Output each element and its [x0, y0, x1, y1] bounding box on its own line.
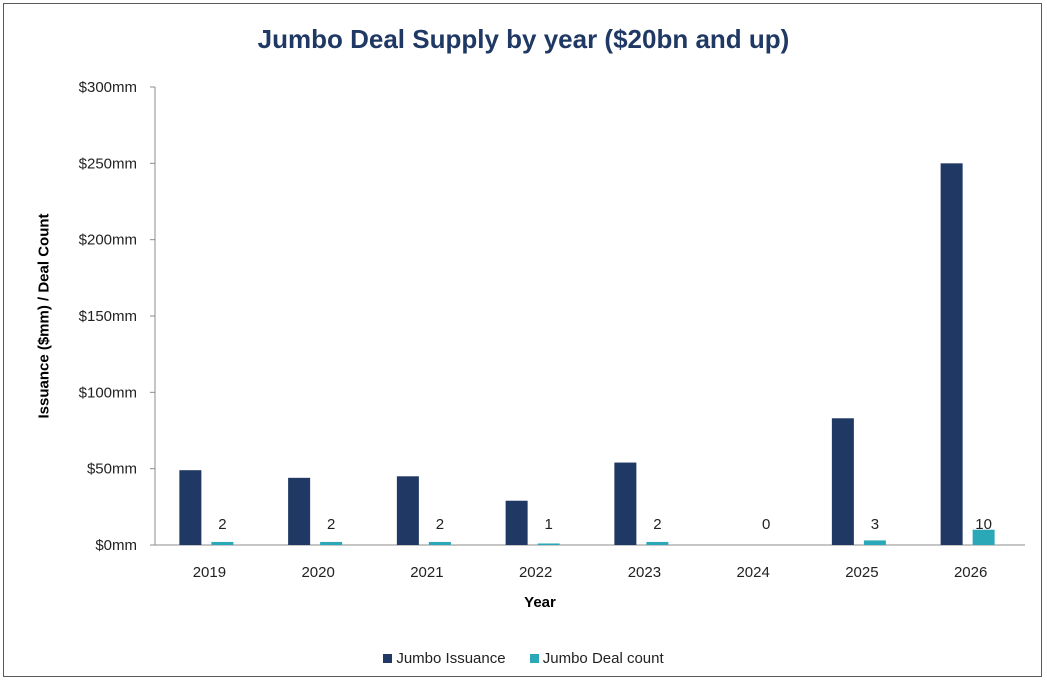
y-tick-label: $100mm	[79, 384, 137, 401]
data-label-deal-count: 0	[762, 516, 770, 533]
bar-jumbo-deal-count	[537, 543, 560, 545]
legend-item-issuance: Jumbo Issuance	[383, 650, 506, 667]
bar-jumbo-issuance	[614, 462, 637, 545]
bar-jumbo-deal-count	[863, 540, 886, 545]
legend-swatch-issuance	[383, 654, 393, 663]
y-tick-label: $200mm	[79, 232, 137, 249]
bar-jumbo-deal-count	[211, 541, 234, 545]
x-tick-label: 2025	[845, 564, 878, 581]
x-tick-label: 2024	[736, 564, 769, 581]
chart-legend: Jumbo Issuance Jumbo Deal count	[0, 650, 1047, 667]
x-tick-label: 2023	[628, 564, 661, 581]
bar-jumbo-issuance	[288, 477, 311, 545]
x-tick-label: 2019	[193, 564, 226, 581]
chart-frame	[3, 3, 1042, 677]
y-tick-label: $50mm	[87, 461, 137, 478]
bar-jumbo-issuance	[396, 476, 419, 545]
bar-jumbo-deal-count	[428, 541, 451, 545]
legend-item-deal-count: Jumbo Deal count	[529, 650, 664, 667]
x-tick-label: 2020	[301, 564, 334, 581]
bar-jumbo-deal-count	[646, 541, 669, 545]
bar-jumbo-issuance	[831, 418, 854, 545]
data-label-deal-count: 2	[218, 516, 226, 533]
bar-jumbo-deal-count	[972, 529, 995, 545]
x-tick-label: 2022	[519, 564, 552, 581]
legend-swatch-deal-count	[529, 654, 539, 663]
data-label-deal-count: 3	[871, 516, 879, 533]
legend-label-deal-count: Jumbo Deal count	[542, 650, 664, 667]
x-tick-label: 2026	[954, 564, 987, 581]
data-label-deal-count: 1	[544, 516, 552, 533]
x-tick-label: 2021	[410, 564, 443, 581]
data-label-deal-count: 2	[327, 516, 335, 533]
bar-jumbo-issuance	[505, 500, 528, 545]
data-label-deal-count: 2	[436, 516, 444, 533]
bar-jumbo-deal-count	[320, 541, 343, 545]
chart-title: Jumbo Deal Supply by year ($20bn and up)	[257, 24, 790, 54]
y-tick-label: $0mm	[95, 537, 137, 554]
data-label-deal-count: 2	[653, 516, 661, 533]
y-tick-label: $300mm	[79, 79, 137, 96]
data-label-deal-count: 10	[975, 516, 992, 533]
y-tick-label: $150mm	[79, 308, 137, 325]
y-tick-label: $250mm	[79, 155, 137, 172]
bar-jumbo-issuance	[940, 163, 963, 546]
legend-label-issuance: Jumbo Issuance	[396, 650, 506, 667]
x-axis-title: Year	[524, 594, 556, 611]
bar-jumbo-issuance	[179, 470, 202, 545]
